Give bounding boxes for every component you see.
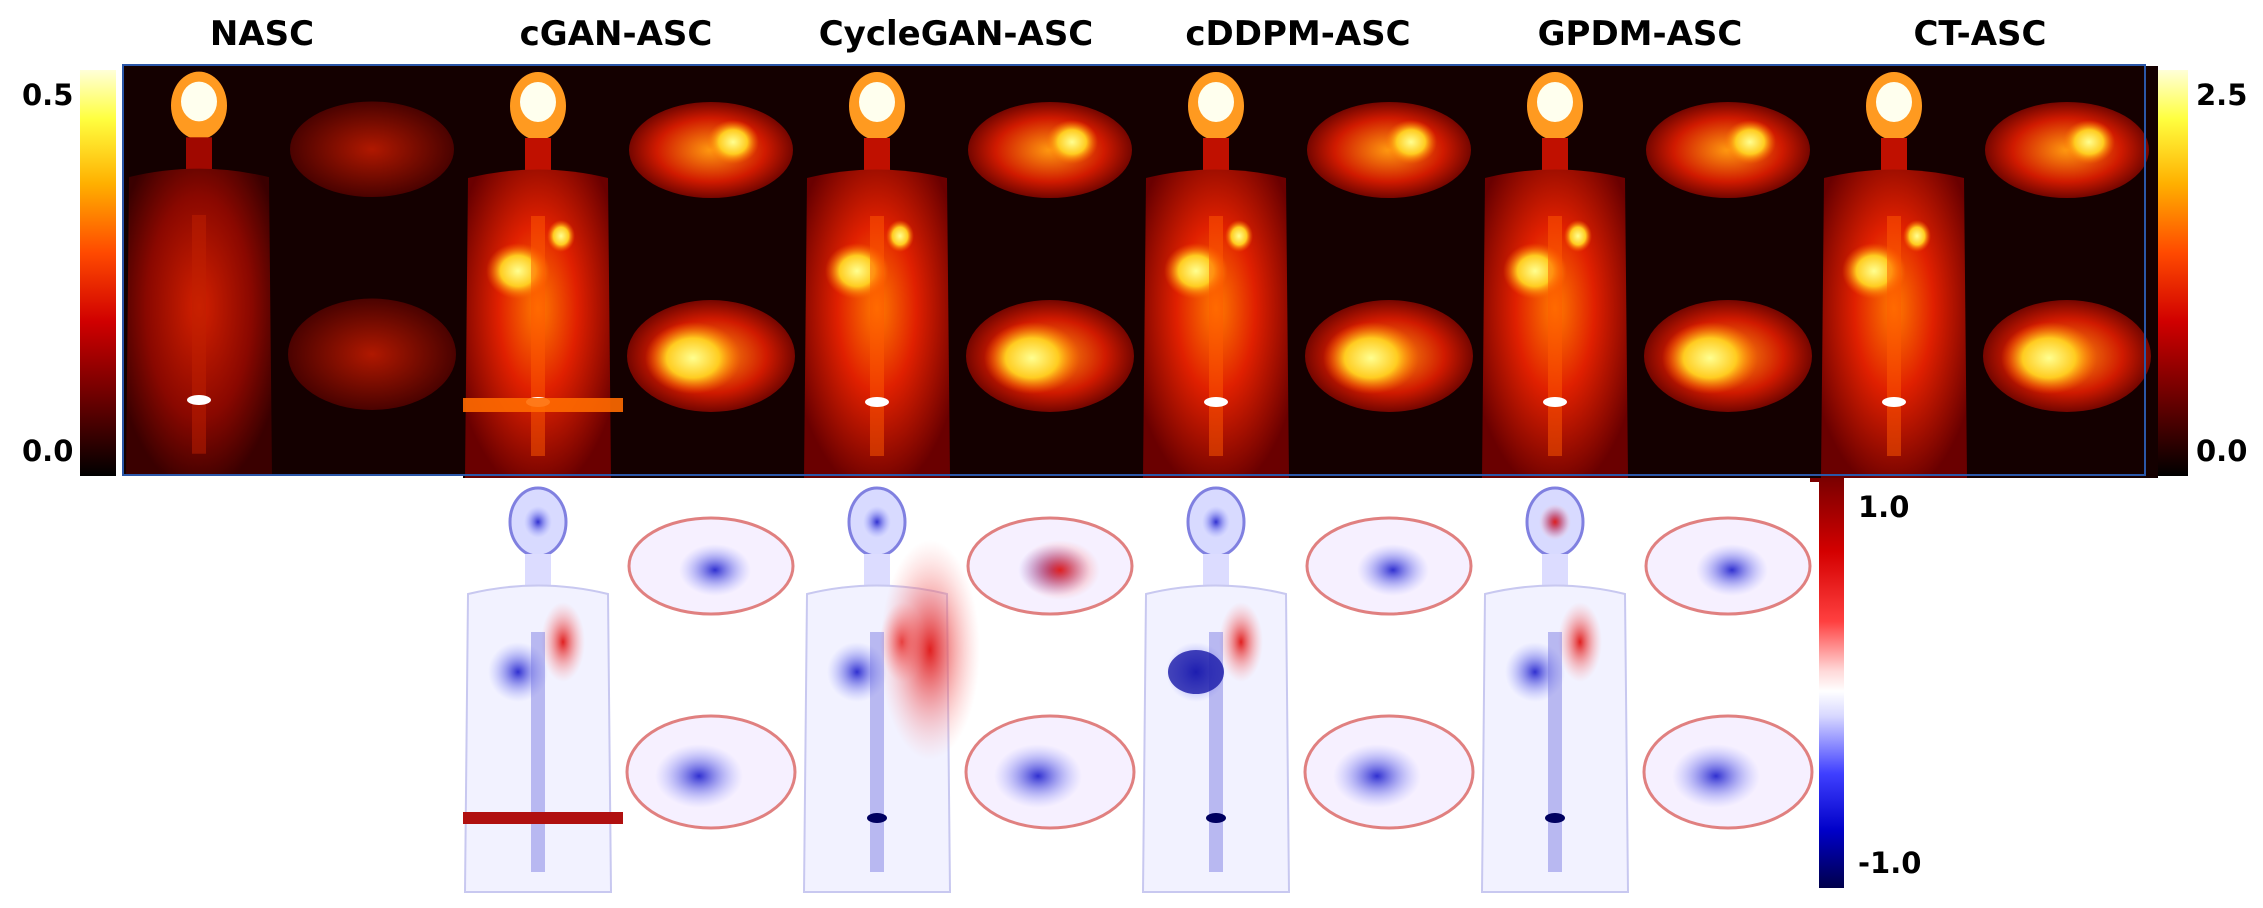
column-title-cgan-asc: cGAN-ASC bbox=[519, 14, 713, 54]
difference-colorbar-max-label: 1.0 bbox=[1858, 490, 1910, 524]
left-hot-colorbar bbox=[80, 70, 116, 476]
column-title-gpdm-asc: GPDM-ASC bbox=[1537, 14, 1743, 54]
difference-colorbar-min-label: -1.0 bbox=[1858, 846, 1922, 880]
right-hot-colorbar bbox=[2152, 70, 2188, 476]
right-colorbar-min-label: 0.0 bbox=[2196, 434, 2248, 468]
column-title-ct-asc: CT-ASC bbox=[1913, 14, 2047, 54]
column-title-cddpm-asc: cDDPM-ASC bbox=[1185, 14, 1411, 54]
left-colorbar-max-label: 0.5 bbox=[22, 78, 74, 112]
left-colorbar-min-label: 0.0 bbox=[22, 434, 74, 468]
difference-panel-cyclegan-asc bbox=[800, 480, 1143, 894]
difference-panel-cddpm-asc bbox=[1139, 480, 1482, 894]
right-colorbar-max-label: 2.5 bbox=[2196, 78, 2248, 112]
column-title-nasc: NASC bbox=[209, 14, 315, 54]
column-title-cyclegan-asc: CycleGAN-ASC bbox=[818, 14, 1094, 54]
pet-row-frame bbox=[122, 64, 2146, 476]
pet-panel-cgan-asc bbox=[463, 66, 802, 478]
difference-panel-cgan-asc bbox=[461, 480, 804, 894]
difference-panel-gpdm-asc bbox=[1478, 480, 1821, 894]
